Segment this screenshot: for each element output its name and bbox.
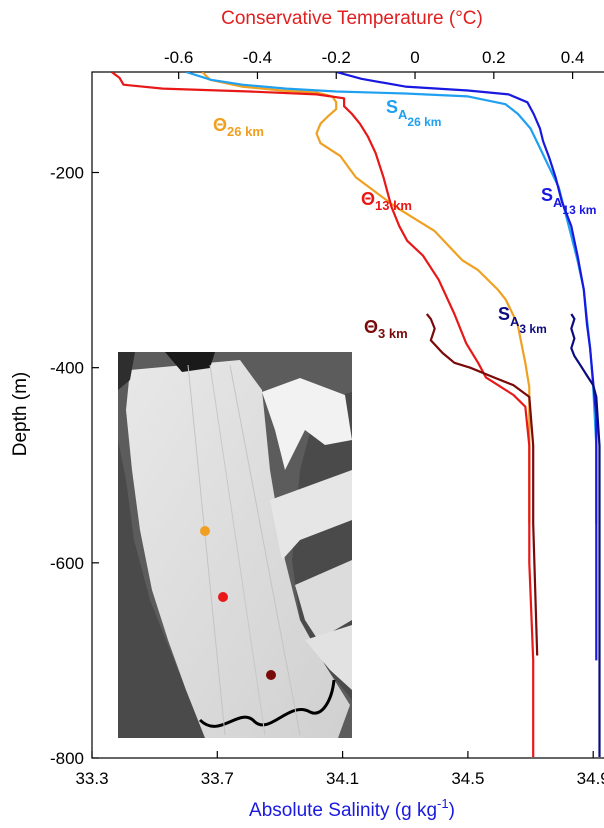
label-theta-26km: Θ26 km bbox=[213, 115, 264, 139]
svg-text:SA26 km: SA26 km bbox=[386, 97, 441, 129]
plot-frame bbox=[91, 71, 604, 759]
svg-text:Θ3 km: Θ3 km bbox=[364, 317, 408, 341]
label-sa-13km: SA13 km bbox=[541, 185, 596, 217]
series-layer bbox=[111, 72, 601, 757]
y-tick-label: -600 bbox=[50, 554, 84, 573]
series-line-sa_3 bbox=[570, 313, 601, 757]
top-axis-ticks: -0.6 -0.4 -0.2 0 0.2 0.4 bbox=[164, 48, 584, 79]
y-axis-title: Depth (m) bbox=[10, 372, 31, 456]
top-tick-label: -0.4 bbox=[243, 48, 272, 67]
top-tick-label: -0.2 bbox=[322, 48, 351, 67]
inset-station-markers bbox=[200, 526, 276, 680]
station-marker-m13 bbox=[218, 592, 228, 602]
label-sa-3km: SA3 km bbox=[498, 304, 547, 336]
top-tick-label: 0 bbox=[410, 48, 419, 67]
station-marker-m26 bbox=[200, 526, 210, 536]
series-line-theta_3 bbox=[425, 313, 539, 656]
series-line-theta_13 bbox=[111, 72, 535, 757]
bottom-axis-ticks: 33.3 33.7 34.1 34.5 34.9 bbox=[75, 751, 604, 788]
svg-text:SA3 km: SA3 km bbox=[498, 304, 547, 336]
bottom-tick-label: 34.1 bbox=[326, 769, 359, 788]
bottom-tick-label: 34.9 bbox=[577, 769, 604, 788]
label-theta-13km: Θ13 km bbox=[361, 189, 412, 213]
bottom-tick-label: 33.3 bbox=[75, 769, 108, 788]
top-tick-label: 0.2 bbox=[482, 48, 506, 67]
top-axis-title: Conservative Temperature (°C) bbox=[221, 8, 483, 29]
y-axis-ticks: -200 -400 -600 -800 bbox=[50, 164, 99, 768]
svg-text:SA13 km: SA13 km bbox=[541, 185, 596, 217]
label-theta-3km: Θ3 km bbox=[364, 317, 408, 341]
series-line-theta_26 bbox=[201, 72, 531, 524]
label-sa-26km: SA26 km bbox=[386, 97, 441, 129]
y-tick-label: -400 bbox=[50, 359, 84, 378]
y-tick-label: -200 bbox=[50, 164, 84, 183]
y-tick-label: -800 bbox=[50, 749, 84, 768]
bottom-tick-label: 33.7 bbox=[201, 769, 234, 788]
inset-satellite-image bbox=[118, 352, 352, 738]
svg-text:Θ13 km: Θ13 km bbox=[361, 189, 412, 213]
top-tick-label: 0.4 bbox=[561, 48, 585, 67]
station-marker-m3 bbox=[266, 670, 276, 680]
series-line-sa_13 bbox=[336, 72, 598, 661]
bottom-tick-label: 34.5 bbox=[451, 769, 484, 788]
bottom-axis-title: Absolute Salinity (g kg-1) bbox=[249, 796, 455, 821]
svg-text:Θ26 km: Θ26 km bbox=[213, 115, 264, 139]
top-tick-label: -0.6 bbox=[164, 48, 193, 67]
